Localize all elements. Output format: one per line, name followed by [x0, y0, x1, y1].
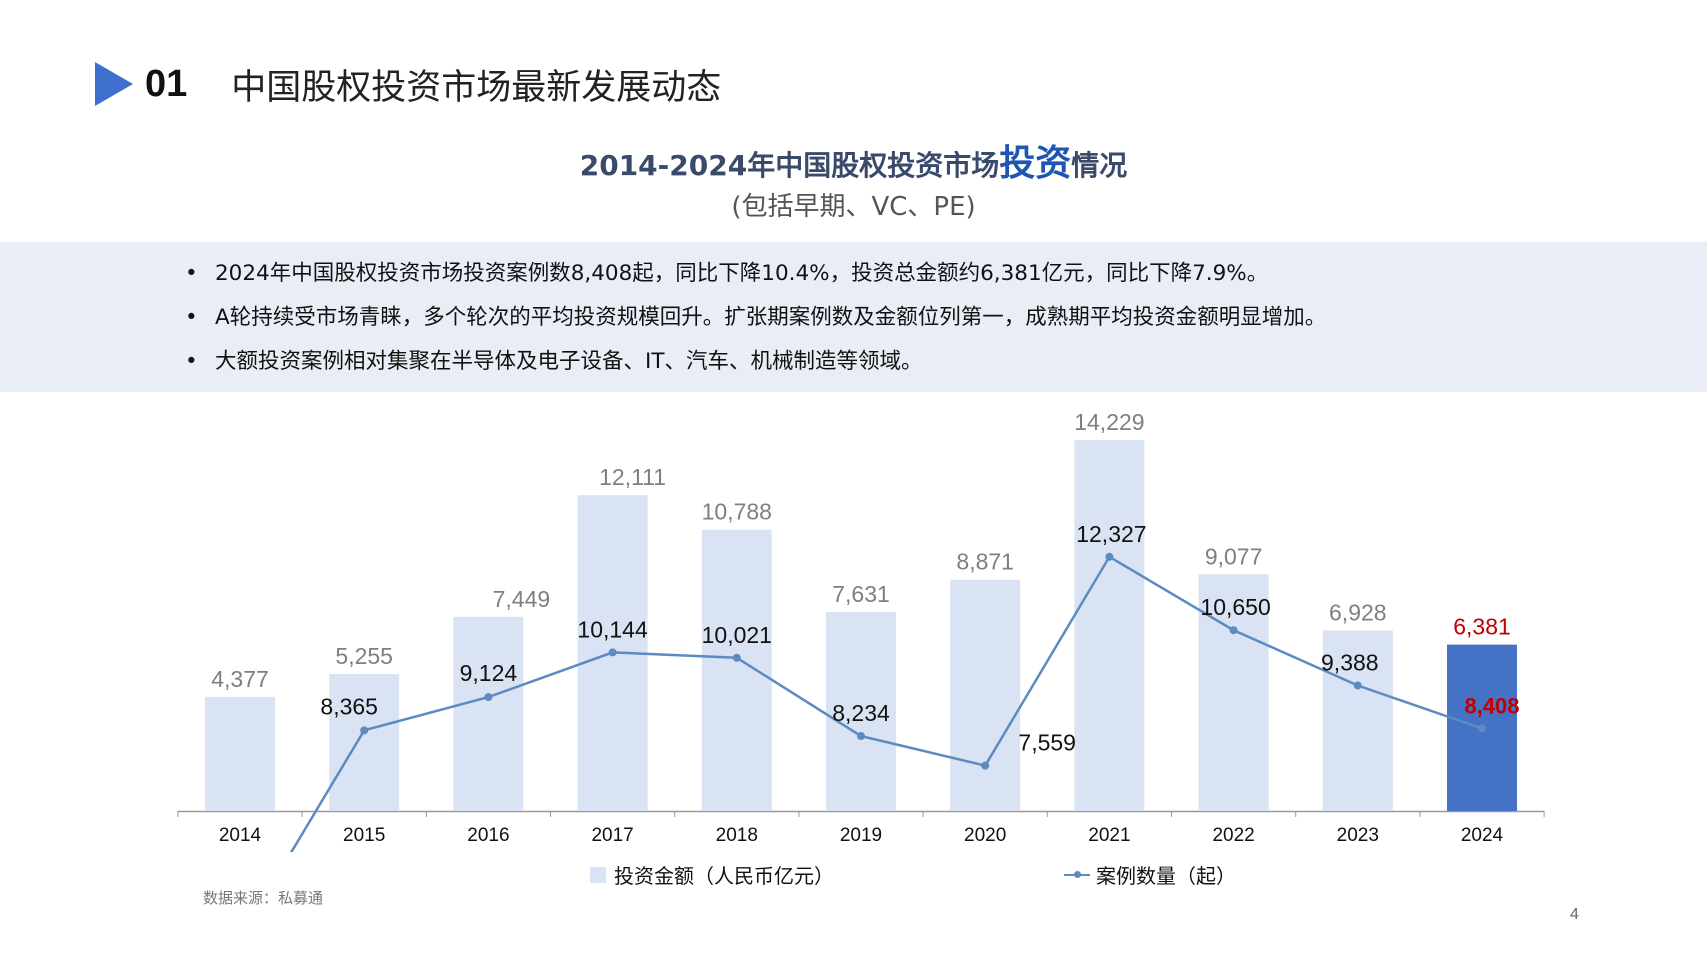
legend-label-amount: 投资金额（人民币亿元）	[614, 864, 834, 888]
summary-item: A轮持续受市场青睐，多个轮次的平均投资规模回升。扩张期案例数及金额位列第一，成熟…	[185, 296, 1326, 340]
bar-label-2023: 6,928	[1329, 599, 1387, 625]
line-point-2022	[1229, 626, 1238, 635]
bar-label-2017: 12,111	[599, 464, 666, 490]
line-point-2018	[732, 653, 741, 662]
page-number: 4	[1570, 906, 1579, 923]
bar-label-2014: 4,377	[211, 666, 269, 692]
bar-label-2015: 5,255	[335, 643, 393, 669]
summary-item: 大额投资案例相对集聚在半导体及电子设备、IT、汽车、机械制造等领域。	[185, 340, 1326, 384]
line-label-2016: 9,124	[460, 660, 518, 686]
x-tick-label-2020: 2020	[964, 825, 1006, 846]
investment-chart: 4,377 5,255 7,449 12,111 10,788 7,631 8,871 14,…	[177, 409, 1545, 852]
bar-label-2019: 7,631	[832, 581, 890, 607]
bar-2018	[701, 529, 772, 811]
bar-label-2021: 14,229	[1074, 409, 1144, 435]
x-tick-label-2014: 2014	[219, 825, 262, 846]
legend-label-count: 案例数量（起）	[1096, 864, 1236, 888]
line-point-2020	[981, 761, 990, 770]
bar-2020	[950, 579, 1021, 811]
line-label-2019: 8,234	[832, 700, 890, 726]
x-tick-label-2016: 2016	[467, 825, 509, 846]
bar-2016	[453, 616, 524, 811]
chart-title-highlight: 投资	[999, 143, 1072, 184]
chart-title-suffix: 情况	[1071, 149, 1128, 182]
x-tick-label-2018: 2018	[716, 825, 758, 846]
line-point-2021	[1105, 552, 1114, 561]
line-label-2021: 12,327	[1076, 521, 1146, 547]
bar-label-2022: 9,077	[1205, 543, 1263, 569]
legend-item-count: 案例数量（起）	[1064, 860, 1236, 889]
line-point-2019	[857, 732, 865, 741]
triangle-marker-icon	[95, 62, 133, 106]
section-number: 01	[145, 62, 188, 105]
x-tick-label-2019: 2019	[840, 825, 882, 846]
bar-label-2016: 7,449	[493, 586, 551, 612]
x-tick-label-2023: 2023	[1337, 825, 1379, 846]
x-tick-label-2021: 2021	[1088, 825, 1130, 846]
line-label-2024: 8,408	[1464, 693, 1519, 718]
bar-2022	[1198, 574, 1269, 811]
chart-legend: 投资金额（人民币亿元） 案例数量（起）	[590, 860, 1290, 890]
bar-2014	[205, 696, 275, 811]
line-point-2024	[1478, 724, 1486, 733]
bar-2021	[1074, 440, 1145, 811]
chart-subtitle: (包括早期、VC、PE)	[731, 192, 976, 222]
bar-label-2020: 8,871	[956, 549, 1014, 575]
line-point-2016	[484, 693, 493, 702]
line-label-2015: 8,365	[320, 693, 378, 719]
line-label-2023: 9,388	[1321, 650, 1379, 676]
line-label-2020: 7,559	[1018, 730, 1076, 756]
line-label-2018: 10,021	[702, 622, 772, 648]
bar-2015	[329, 673, 400, 811]
chart-title-prefix: 2014-2024年中国股权投资市场	[579, 149, 1000, 182]
summary-item: 2024年中国股权投资市场投资案例数8,408起，同比下降10.4%，投资总金额…	[185, 252, 1326, 296]
summary-list: 2024年中国股权投资市场投资案例数8,408起，同比下降10.4%，投资总金额…	[185, 252, 1326, 384]
line-label-2017: 10,144	[577, 616, 648, 642]
bar-2019	[826, 612, 896, 811]
x-tick-label-2024: 2024	[1461, 825, 1504, 846]
legend-bar-swatch	[590, 866, 606, 883]
section-header: 01 中国股权投资市场最新发展动态	[95, 56, 721, 112]
x-tick-label-2022: 2022	[1212, 825, 1254, 846]
legend-line-swatch	[1064, 870, 1090, 878]
section-title: 中国股权投资市场最新发展动态	[231, 67, 722, 108]
line-point-2023	[1353, 681, 1362, 690]
x-tick-label-2015: 2015	[343, 825, 385, 846]
x-tick-label-2017: 2017	[591, 825, 633, 846]
chart-title: 2014-2024年中国股权投资市场投资情况	[0, 134, 1707, 186]
bar-label-2024: 6,381	[1453, 614, 1511, 640]
data-source: 数据来源：私募通	[203, 889, 324, 907]
line-label-2022: 10,650	[1200, 594, 1270, 620]
line-point-2015	[360, 726, 369, 735]
line-point-2017	[608, 648, 617, 657]
bar-label-2018: 10,788	[702, 499, 772, 525]
legend-item-amount: 投资金额（人民币亿元）	[590, 860, 834, 889]
bar-2023	[1322, 630, 1393, 811]
